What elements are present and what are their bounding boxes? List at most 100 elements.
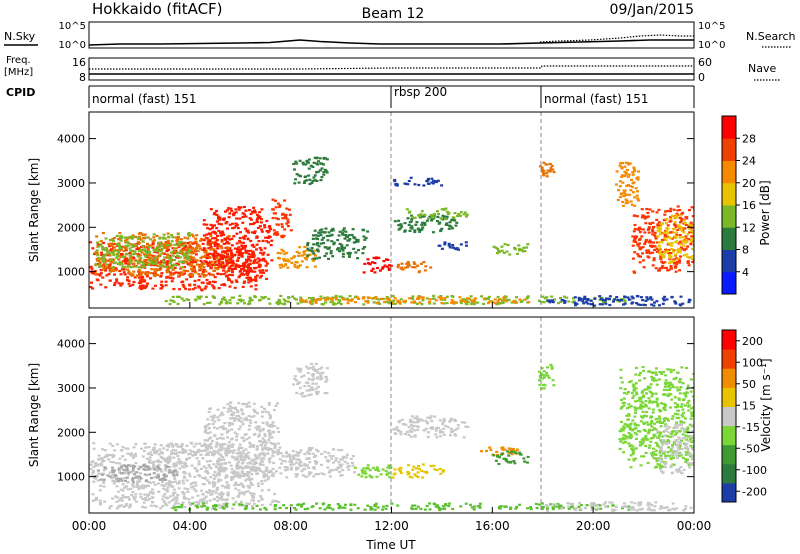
echo-cell [675,231,679,234]
echo-cell [507,451,511,455]
echo-cell [251,211,255,214]
echo-cell [148,456,152,459]
echo-cell [254,466,258,469]
echo-cell [386,301,390,304]
echo-cell [155,269,159,272]
echo-cell [277,298,281,301]
echo-cell [120,236,124,239]
echo-cell [678,234,682,237]
echo-cell [677,416,681,419]
echo-cell [111,249,115,252]
echo-region [271,198,293,239]
echo-cell [132,280,136,284]
echo-cell [235,465,238,468]
echo-cell [412,465,416,468]
echo-cell [635,433,639,436]
echo-cell [268,429,272,432]
power-ylabel: Slant Range [km] [27,158,41,262]
echo-cell [267,458,271,461]
echo-cell [189,275,193,278]
colorbar-segment [722,116,736,139]
echo-cell [353,471,357,474]
echo-cell [423,429,427,432]
echo-cell [249,443,253,446]
echo-cell [641,365,645,369]
echo-cell [124,239,128,242]
echo-cell [325,297,328,300]
echo-cell [152,273,156,277]
echo-cell [209,252,213,255]
echo-cell [518,247,522,250]
echo-cell [636,197,640,200]
echo-cell [280,225,284,228]
echo-cell [341,469,345,472]
echo-cell [332,461,335,464]
echo-cell [656,405,660,408]
echo-cell [216,234,219,237]
echo-cell [438,221,442,224]
echo-cell [451,216,455,219]
echo-cell [652,225,656,229]
echo-cell [97,245,100,248]
echo-cell [199,467,203,470]
echo-cell [622,189,626,192]
echo-cell [377,298,381,301]
echo-cell [691,247,694,250]
echo-cell [648,208,652,211]
echo-cell [134,443,138,446]
echo-cell [306,371,310,375]
echo-cell [117,242,121,245]
echo-cell [106,259,110,262]
echo-cell [513,462,517,465]
echo-cell [265,468,269,471]
echo-cell [215,441,219,444]
echo-cell [137,266,141,269]
echo-cell [125,257,128,260]
echo-cell [194,442,198,445]
echo-cell [443,298,447,301]
echo-cell [455,221,459,224]
echo-cell [98,489,102,492]
echo-cell [152,257,156,260]
echo-cell [123,273,127,276]
echo-cell [398,302,402,305]
echo-cell [242,493,246,496]
echo-cell [259,251,263,255]
echo-cell [464,241,468,244]
echo-cell [144,446,148,449]
echo-cell [225,255,228,258]
echo-cell [324,227,328,230]
echo-cell [678,236,682,239]
echo-cell [215,256,219,260]
echo-cell [227,242,231,245]
echo-cell [108,475,112,478]
echo-cell [364,472,368,475]
echo-cell [295,173,299,176]
echo-cell [520,248,524,251]
echo-cell [119,247,123,250]
echo-cell [152,261,156,264]
echo-cell [166,260,170,263]
echo-cell [301,254,305,257]
echo-cell [309,449,313,452]
echo-cell [224,452,228,456]
echo-cell [604,302,608,305]
echo-cell [343,237,347,240]
echo-cell [320,472,324,475]
echo-cell [469,299,473,302]
echo-cell [212,473,216,476]
echo-cell [237,208,241,211]
echo-cell [629,433,633,436]
echo-cell [218,218,222,221]
echo-cell [612,300,615,303]
echo-cell [180,444,184,447]
echo-cell [306,249,310,252]
echo-cell [261,463,265,466]
echo-cell [205,260,208,263]
echo-cell [540,166,544,169]
echo-cell [689,390,693,393]
echo-cell [132,252,136,255]
echo-cell [619,420,623,423]
echo-cell [219,443,223,446]
echo-cell [89,467,93,470]
